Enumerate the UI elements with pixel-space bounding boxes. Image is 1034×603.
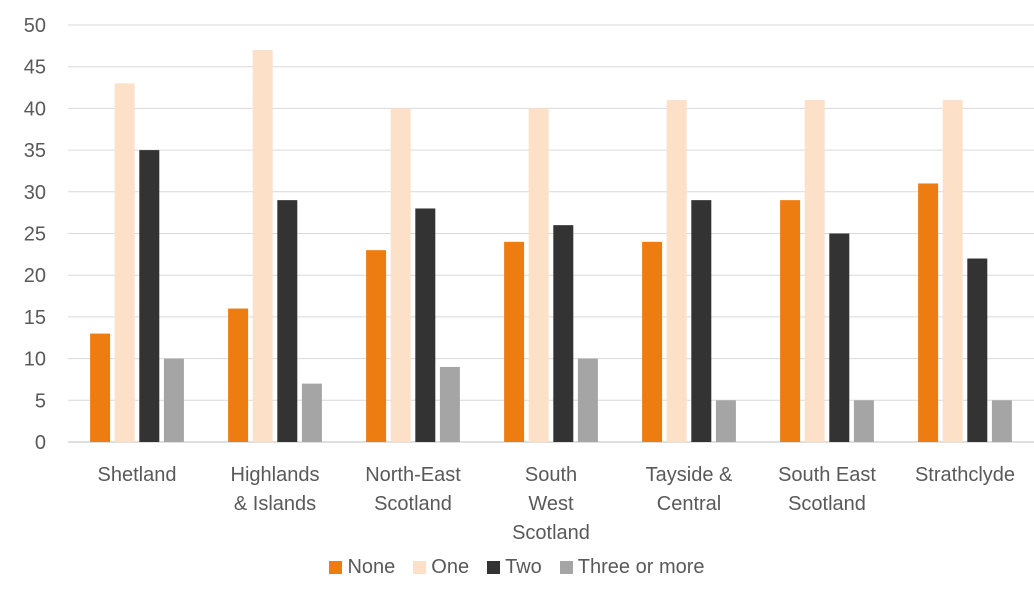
bar-three-or-more: [715, 400, 736, 442]
legend-item: None: [329, 556, 395, 579]
category-label: Tayside & Central: [646, 464, 733, 515]
y-tick-label: 0: [35, 432, 46, 454]
category-label: Strathclyde: [915, 464, 1015, 486]
bar-one: [666, 100, 687, 442]
y-tick-label: 45: [24, 57, 46, 79]
bar-chart: 0 5 10 15 20 25 30 35 40 45 50 Shetland Highlands & …: [24, 15, 1034, 544]
bar-three-or-more: [991, 400, 1012, 442]
bar-none: [228, 308, 249, 442]
y-tick-label: 10: [24, 349, 46, 371]
bar-one: [528, 108, 549, 443]
category-label: Highlands & Islands: [231, 464, 320, 515]
y-tick-label: 30: [24, 182, 46, 204]
bar-two: [691, 200, 712, 442]
bar-one: [804, 100, 825, 442]
legend-swatch: [487, 560, 501, 574]
bar-one: [942, 100, 963, 442]
bar-one: [252, 50, 273, 443]
x-axis-category-labels: Shetland Highlands & Islands North-East Scot…: [98, 464, 1016, 544]
category-label: North-East Scotland: [365, 464, 461, 515]
legend-swatch: [329, 560, 343, 574]
bar-three-or-more: [577, 358, 598, 442]
bar-three-or-more: [853, 400, 874, 442]
gridlines: [68, 24, 1034, 443]
bar-one: [114, 83, 135, 442]
bar-two: [829, 233, 850, 442]
bar-three-or-more: [163, 358, 184, 442]
bar-two: [967, 258, 988, 442]
legend-label: One: [431, 555, 470, 578]
bar-none: [366, 250, 387, 442]
category-label: South West Scotland: [512, 464, 590, 544]
legend-label: None: [347, 555, 396, 578]
legend-item: Three or more: [559, 555, 705, 579]
y-axis-tick-labels: 0 5 10 15 20 25 30 35 40 45 50: [24, 15, 46, 454]
y-tick-label: 20: [24, 265, 46, 287]
bar-two: [277, 200, 298, 442]
bar-two: [553, 225, 574, 442]
legend-item: Two: [487, 556, 542, 579]
category-label: Shetland: [98, 464, 177, 486]
category-label: South East Scotland: [778, 464, 876, 515]
legend-swatch: [413, 560, 427, 574]
bar-none: [90, 333, 111, 442]
bar-none: [504, 241, 525, 442]
bar-two: [139, 150, 160, 442]
bar-none: [918, 183, 939, 442]
bars: [90, 50, 1012, 443]
y-tick-label: 40: [24, 98, 46, 120]
bar-two: [415, 208, 436, 442]
bar-none: [780, 200, 801, 442]
bar-three-or-more: [301, 383, 322, 442]
legend-item: One: [413, 556, 469, 579]
legend-swatch: [559, 560, 573, 574]
legend: None One Two Three or more: [0, 552, 1034, 582]
bar-three-or-more: [439, 366, 460, 442]
y-tick-label: 50: [24, 15, 46, 37]
y-tick-label: 15: [24, 307, 46, 329]
bar-one: [390, 108, 411, 443]
legend-label: Three or more: [577, 555, 705, 578]
bar-none: [642, 241, 663, 442]
y-tick-label: 25: [24, 224, 46, 246]
y-tick-label: 35: [24, 140, 46, 162]
legend-label: Two: [505, 555, 542, 578]
y-tick-label: 5: [35, 390, 46, 412]
